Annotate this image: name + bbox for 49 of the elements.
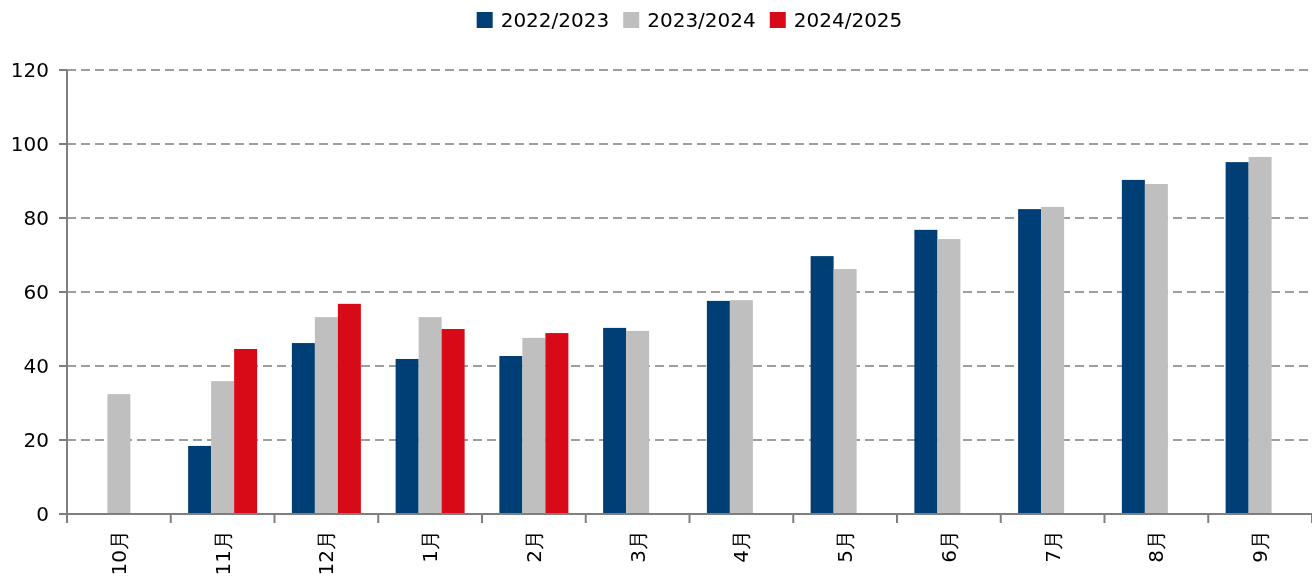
- bar: [441, 329, 465, 514]
- bar: [314, 317, 338, 514]
- bar: [211, 381, 235, 514]
- bar: [234, 348, 258, 514]
- bar: [706, 300, 730, 514]
- bar: [545, 333, 569, 514]
- y-tick-label: 60: [23, 280, 49, 304]
- bar: [626, 330, 650, 514]
- x-tick-label: 3月: [625, 530, 650, 563]
- bar: [1018, 209, 1042, 514]
- x-tick-label: 11月: [210, 530, 235, 576]
- legend-label: 2024/2025: [793, 8, 903, 32]
- y-tick-label: 100: [10, 132, 49, 156]
- bar: [1121, 179, 1145, 514]
- bar: [810, 256, 834, 514]
- x-tick-label: 9月: [1248, 530, 1273, 563]
- y-tick-label: 0: [36, 502, 49, 526]
- x-tick-label: 7月: [1040, 530, 1065, 563]
- bar: [937, 239, 961, 514]
- x-tick-label: 1月: [418, 530, 443, 563]
- y-tick-label: 40: [23, 354, 49, 378]
- x-tick-label: 8月: [1144, 530, 1169, 563]
- bar: [914, 229, 938, 514]
- bar: [1041, 206, 1065, 514]
- bar: [418, 317, 442, 514]
- bar: [499, 356, 523, 514]
- bar: [729, 300, 753, 514]
- bar: [603, 327, 627, 514]
- y-tick-label: 120: [10, 58, 49, 82]
- x-tick-label: 12月: [314, 530, 339, 576]
- bar: [337, 303, 361, 514]
- bar: [395, 358, 419, 514]
- bar: [107, 394, 131, 514]
- bar: [1144, 183, 1168, 514]
- bar: [188, 445, 212, 514]
- bar: [833, 269, 857, 514]
- legend-label: 2023/2024: [647, 8, 756, 32]
- x-tick-label: 6月: [936, 530, 961, 563]
- bar: [1248, 156, 1272, 514]
- x-tick-label: 5月: [833, 530, 858, 563]
- bar: [291, 343, 315, 514]
- x-tick-label: 2月: [521, 530, 546, 563]
- x-tick-label: 10月: [106, 530, 131, 576]
- legend-label: 2022/2023: [500, 8, 610, 32]
- y-tick-label: 80: [23, 206, 49, 230]
- bar: [522, 337, 546, 514]
- x-tick-label: 4月: [729, 530, 754, 563]
- y-tick-label: 20: [23, 428, 49, 452]
- bar: [1225, 162, 1249, 514]
